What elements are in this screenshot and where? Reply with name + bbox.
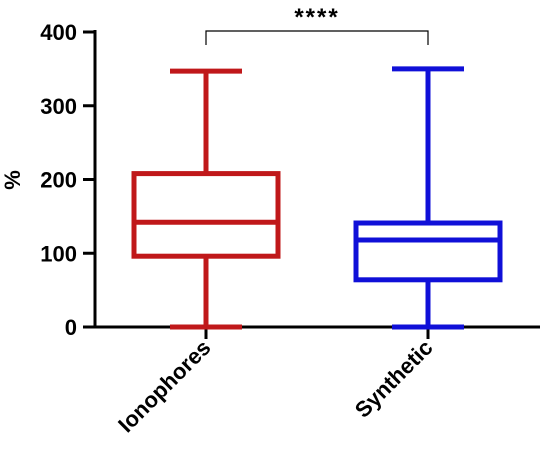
y-axis-title: % <box>0 170 25 190</box>
iqr-box <box>131 171 281 259</box>
axes: 0 100 200 300 400% Ionophores Synthetic <box>0 20 540 437</box>
significance-bracket <box>205 30 429 45</box>
x-tick-label: Synthetic <box>350 335 438 423</box>
box-synthetic <box>353 66 503 330</box>
y-tick-label: 300 <box>40 94 77 119</box>
x-tick-label: Ionophores <box>113 335 215 437</box>
y-tick-label: 400 <box>40 20 77 45</box>
significance-annotation: **** <box>205 4 429 45</box>
y-tick-label: 200 <box>40 168 77 193</box>
y-tick-label: 0 <box>65 315 77 340</box>
box-ionophores <box>131 68 281 330</box>
boxes <box>131 66 503 330</box>
iqr-box <box>353 220 503 283</box>
y-tick-label: 100 <box>40 241 77 266</box>
significance-label: **** <box>294 4 339 31</box>
